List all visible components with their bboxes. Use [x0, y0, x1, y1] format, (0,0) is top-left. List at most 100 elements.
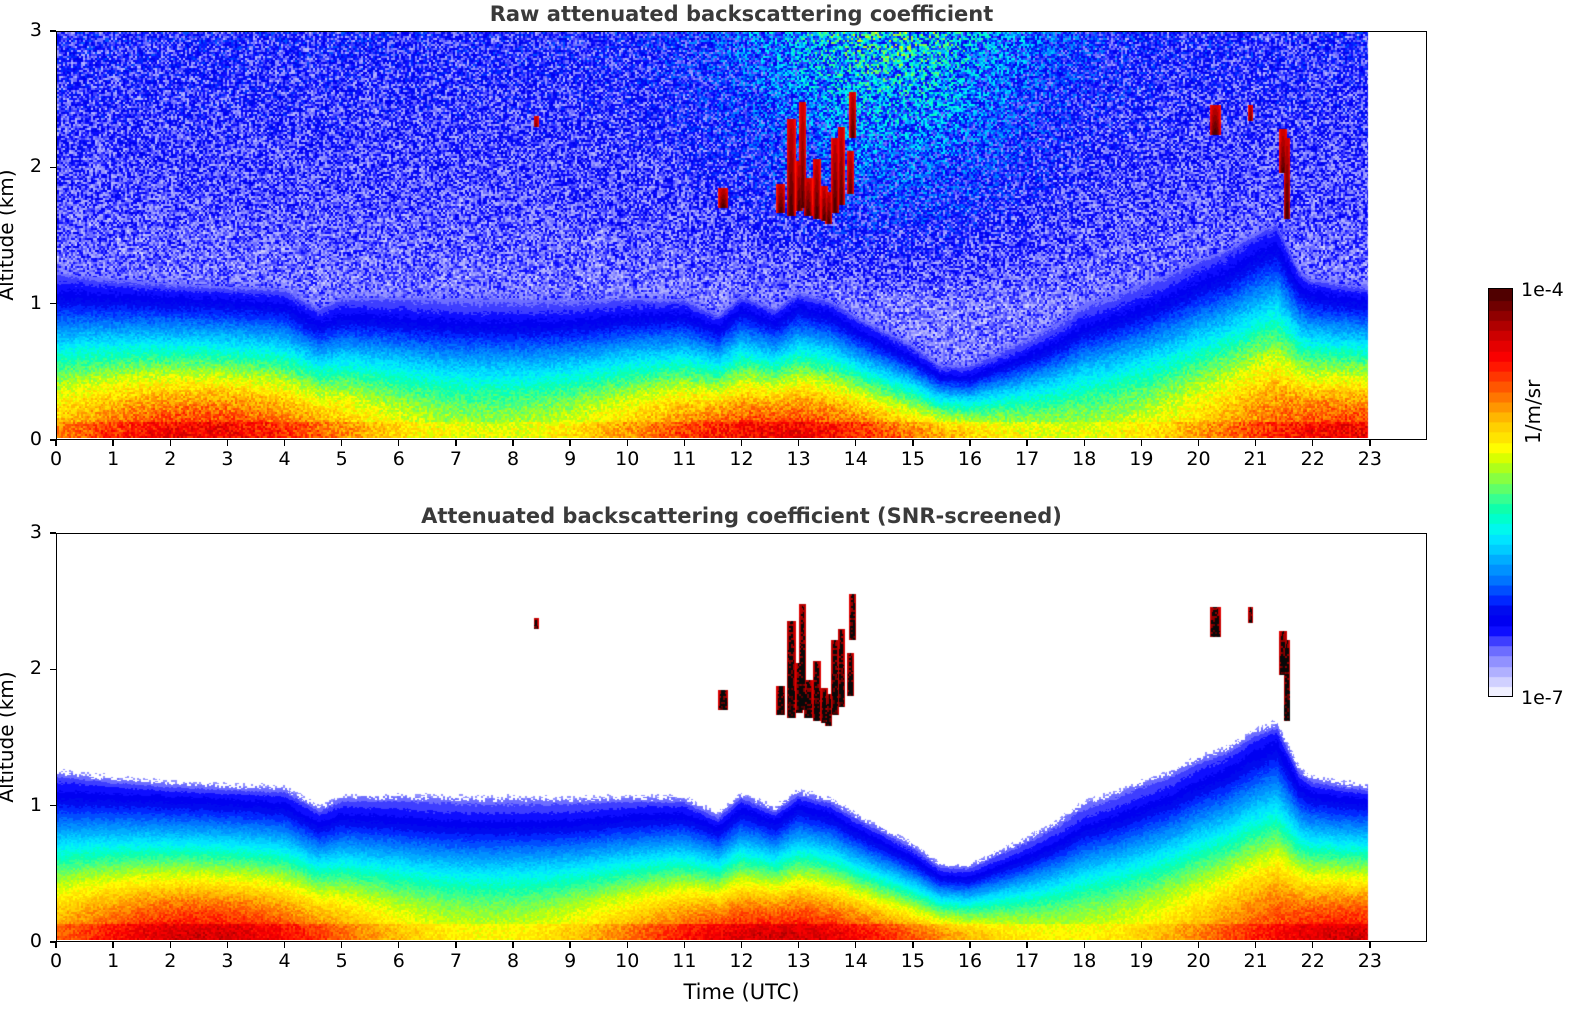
x-tick-raw-20 — [1197, 440, 1200, 446]
x-tick-snr_screened-21 — [1254, 942, 1257, 948]
x-tick-raw-3 — [226, 440, 229, 446]
x-ticklabel-raw-13: 13 — [786, 448, 811, 470]
plot-area-screened — [56, 533, 1427, 942]
y-tick-raw-1 — [50, 302, 56, 305]
x-ticklabel-snr_screened-2: 2 — [164, 950, 177, 972]
y-ticklabel-raw-0: 0 — [29, 428, 42, 450]
x-ticklabel-snr_screened-18: 18 — [1072, 950, 1097, 972]
x-ticklabel-raw-7: 7 — [449, 448, 462, 470]
heatmap-raw — [57, 32, 1425, 438]
x-tick-raw-19 — [1140, 440, 1143, 446]
x-ticklabel-snr_screened-9: 9 — [564, 950, 577, 972]
y-ticklabel-snr_screened-2: 2 — [29, 657, 42, 680]
x-tick-raw-2 — [169, 440, 171, 446]
y-tick-raw-2 — [50, 166, 56, 169]
x-ticklabel-raw-5: 5 — [335, 448, 348, 470]
x-tick-snr_screened-5 — [340, 942, 343, 948]
x-tick-snr_screened-18 — [1083, 942, 1085, 948]
x-ticklabel-snr_screened-0: 0 — [49, 950, 63, 972]
x-tick-snr_screened-23 — [1369, 942, 1371, 948]
plot-area-raw — [56, 31, 1427, 440]
panel-title-screened: Attenuated backscattering coefficient (S… — [421, 504, 1062, 528]
x-axis-label-time: Time (UTC) — [683, 980, 800, 1004]
x-tick-raw-11 — [683, 440, 686, 446]
x-tick-raw-22 — [1312, 440, 1314, 446]
x-ticklabel-raw-10: 10 — [615, 448, 640, 470]
x-ticklabel-raw-1: 1 — [107, 448, 120, 470]
y-ticklabel-snr_screened-0: 0 — [29, 930, 42, 952]
x-tick-raw-23 — [1369, 440, 1371, 446]
x-ticklabel-snr_screened-8: 8 — [506, 950, 520, 972]
x-ticklabel-snr_screened-13: 13 — [786, 950, 811, 972]
x-tick-raw-5 — [340, 440, 343, 446]
x-ticklabel-snr_screened-15: 15 — [900, 950, 925, 972]
x-tick-raw-17 — [1026, 440, 1028, 446]
y-tick-snr_screened-0 — [50, 941, 56, 943]
x-ticklabel-raw-23: 23 — [1357, 448, 1382, 470]
x-tick-snr_screened-22 — [1312, 942, 1314, 948]
x-tick-raw-9 — [569, 440, 571, 446]
x-tick-snr_screened-13 — [797, 942, 800, 948]
y-ticklabel-snr_screened-3: 3 — [29, 521, 42, 543]
x-ticklabel-raw-11: 11 — [672, 448, 697, 470]
x-ticklabel-raw-16: 16 — [957, 448, 983, 470]
x-tick-raw-18 — [1083, 440, 1085, 446]
x-ticklabel-raw-14: 14 — [843, 448, 868, 470]
y-tick-snr_screened-3 — [50, 532, 56, 534]
x-ticklabel-snr_screened-20: 20 — [1186, 950, 1211, 972]
x-tick-raw-10 — [626, 440, 628, 446]
x-ticklabel-raw-4: 4 — [278, 448, 291, 470]
x-ticklabel-raw-9: 9 — [564, 448, 577, 470]
x-ticklabel-raw-19: 19 — [1129, 448, 1154, 470]
x-tick-snr_screened-4 — [283, 942, 286, 948]
x-ticklabel-raw-18: 18 — [1072, 448, 1097, 470]
x-tick-raw-0 — [55, 440, 57, 446]
x-ticklabel-snr_screened-11: 11 — [672, 950, 697, 972]
x-ticklabel-raw-0: 0 — [49, 448, 63, 470]
x-ticklabel-snr_screened-7: 7 — [449, 950, 462, 972]
x-tick-snr_screened-20 — [1197, 942, 1200, 948]
x-ticklabel-snr_screened-23: 23 — [1357, 950, 1382, 972]
x-ticklabel-snr_screened-22: 22 — [1300, 950, 1325, 972]
x-tick-snr_screened-9 — [569, 942, 571, 948]
x-tick-snr_screened-11 — [683, 942, 686, 948]
x-tick-snr_screened-15 — [912, 942, 914, 948]
colorbar — [1488, 288, 1513, 697]
x-tick-snr_screened-16 — [969, 942, 971, 948]
x-tick-snr_screened-12 — [740, 942, 743, 948]
x-ticklabel-raw-15: 15 — [900, 448, 925, 470]
x-ticklabel-raw-6: 6 — [392, 448, 405, 470]
x-ticklabel-raw-12: 12 — [729, 448, 754, 470]
x-ticklabel-raw-17: 17 — [1015, 448, 1040, 470]
y-ticklabel-snr_screened-1: 1 — [29, 793, 42, 816]
y-tick-snr_screened-1 — [50, 804, 56, 807]
x-tick-snr_screened-8 — [512, 942, 514, 948]
x-tick-raw-12 — [740, 440, 743, 446]
y-tick-raw-0 — [50, 439, 56, 441]
y-ticklabel-raw-3: 3 — [29, 19, 42, 41]
x-ticklabel-snr_screened-3: 3 — [221, 950, 234, 972]
x-tick-raw-16 — [969, 440, 971, 446]
x-ticklabel-snr_screened-17: 17 — [1015, 950, 1040, 972]
y-ticklabel-raw-1: 1 — [29, 291, 42, 314]
x-tick-snr_screened-1 — [112, 942, 114, 948]
x-ticklabel-snr_screened-12: 12 — [729, 950, 754, 972]
x-tick-raw-13 — [797, 440, 800, 446]
x-tick-snr_screened-7 — [455, 942, 457, 948]
x-ticklabel-raw-20: 20 — [1186, 448, 1211, 470]
colorbar-max-label: 1e-4 — [1521, 279, 1564, 301]
x-ticklabel-snr_screened-5: 5 — [335, 950, 348, 972]
x-tick-raw-21 — [1254, 440, 1257, 446]
x-tick-snr_screened-19 — [1140, 942, 1143, 948]
heatmap-screened — [57, 534, 1425, 940]
y-tick-raw-3 — [50, 30, 56, 32]
x-ticklabel-snr_screened-4: 4 — [278, 950, 291, 972]
x-ticklabel-snr_screened-19: 19 — [1129, 950, 1154, 972]
x-ticklabel-raw-3: 3 — [221, 448, 234, 470]
x-tick-raw-1 — [112, 440, 114, 446]
colorbar-gradient — [1489, 289, 1512, 696]
x-tick-raw-7 — [455, 440, 457, 446]
colorbar-min-label: 1e-7 — [1521, 687, 1564, 709]
x-ticklabel-snr_screened-1: 1 — [107, 950, 120, 972]
